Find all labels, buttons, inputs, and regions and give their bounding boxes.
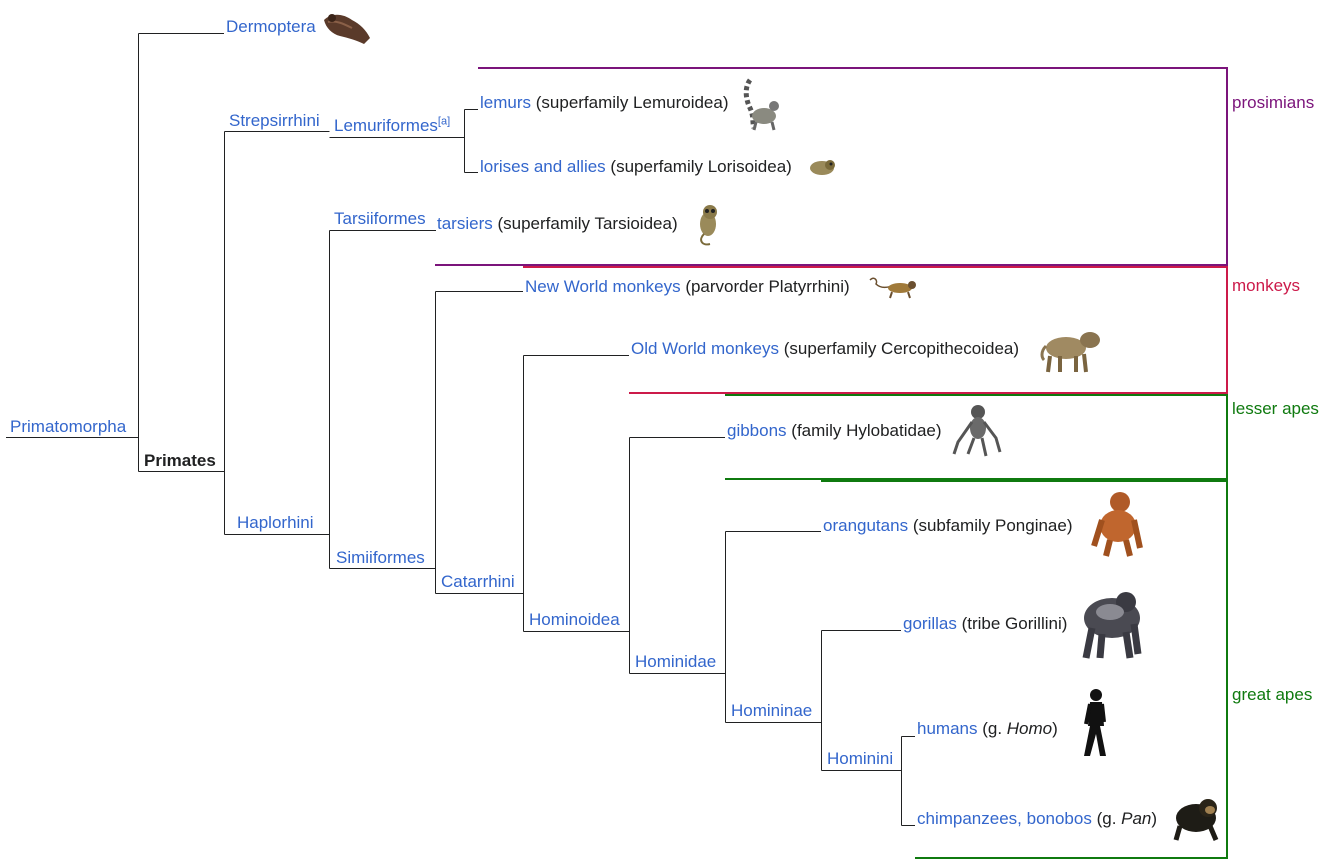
clade-hominoidea[interactable]: Hominoidea [529, 610, 620, 629]
clade-primatomorpha[interactable]: Primatomorpha [10, 417, 127, 436]
leaf-name[interactable]: lemurs [480, 93, 532, 112]
orangutan-icon [1091, 492, 1143, 557]
clade-haplorhini[interactable]: Haplorhini [237, 513, 314, 532]
human-silhouette-icon [1084, 689, 1106, 756]
leaf-gibbons: gibbons (family Hylobatidae) [727, 421, 942, 441]
leaf-rank: (family Hylobatidae) [791, 421, 942, 440]
leaf-lorises: lorises and allies (superfamily Lorisoid… [480, 157, 792, 177]
baboon-icon [1040, 332, 1100, 373]
leaf-name[interactable]: chimpanzees, bonobos [917, 809, 1092, 828]
leaf-rank: (parvorder Platyrrhini) [685, 277, 850, 296]
gibbon-icon [952, 405, 1002, 457]
loris-icon [810, 160, 835, 175]
leaf-name[interactable]: tarsiers [437, 214, 493, 233]
clade-lemuriformes-wrap: Lemuriformes[a] [334, 116, 450, 136]
chimpanzee-icon [1173, 799, 1219, 841]
gorilla-icon [1082, 592, 1142, 659]
leaf-genus: Pan [1121, 809, 1152, 828]
leaf-name[interactable]: humans [917, 719, 978, 738]
leaf-rank: (superfamily Cercopithecoidea) [783, 339, 1020, 358]
group-monkeys: monkeys [1232, 276, 1301, 295]
leaf-rank-pre: (g. [982, 719, 1007, 738]
clade-hominini[interactable]: Hominini [827, 749, 894, 768]
leaf-humans: humans (g. Homo) [917, 719, 1058, 739]
leaf-name[interactable]: gibbons [727, 421, 787, 440]
clade-tarsiiformes[interactable]: Tarsiiformes [334, 209, 426, 228]
clade-primates: Primates [144, 451, 216, 470]
group-great-apes: great apes [1232, 685, 1313, 704]
bracket-lesser-apes [725, 394, 1228, 480]
group-lesser-apes: lesser apes [1232, 399, 1319, 418]
leaf-rank: (superfamily Lorisoidea) [610, 157, 792, 176]
leaf-rank: (superfamily Tarsioidea) [497, 214, 678, 233]
clade-homininae[interactable]: Homininae [731, 701, 813, 720]
leaf-rank: (tribe Gorillini) [961, 614, 1068, 633]
bracket-monkeys [523, 266, 1228, 394]
leaf-name[interactable]: Old World monkeys [631, 339, 780, 358]
leaf-rank-post: ) [1151, 809, 1158, 828]
leaf-rank: (superfamily Lemuroidea) [535, 93, 729, 112]
leaf-genus: Homo [1006, 719, 1053, 738]
clade-catarrhini[interactable]: Catarrhini [441, 572, 515, 591]
clade-simiiformes[interactable]: Simiiformes [336, 548, 425, 567]
clade-lemuriformes[interactable]: Lemuriformes [334, 116, 438, 135]
clade-hominidae[interactable]: Hominidae [635, 652, 717, 671]
tarsier-icon [700, 205, 717, 246]
leaf-rank-post: ) [1052, 719, 1058, 738]
leaf-name[interactable]: lorises and allies [480, 157, 606, 176]
footnote-a-link[interactable]: [a] [437, 115, 451, 128]
clade-strepsirrhini[interactable]: Strepsirrhini [229, 111, 320, 130]
colugo-icon [324, 14, 370, 45]
leaf-chimpanzees: chimpanzees, bonobos (g. Pan) [917, 809, 1157, 829]
leaf-lemurs: lemurs (superfamily Lemuroidea) [480, 93, 729, 113]
bracket-great-apes [821, 480, 1228, 859]
leaf-name[interactable]: New World monkeys [525, 277, 681, 296]
leaf-orangutans: orangutans (subfamily Ponginae) [823, 516, 1073, 536]
new-world-monkey-icon [869, 277, 916, 299]
leaf-rank-pre: (g. [1096, 809, 1122, 828]
leaf-name[interactable]: orangutans [823, 516, 909, 535]
group-prosimians: prosimians [1232, 93, 1315, 112]
clade-dermoptera[interactable]: Dermoptera [226, 17, 316, 36]
leaf-old-world-monkeys: Old World monkeys (superfamily Cercopith… [631, 339, 1019, 359]
leaf-name[interactable]: gorillas [903, 614, 957, 633]
leaf-gorillas: gorillas (tribe Gorillini) [903, 614, 1067, 634]
lemur-icon [743, 78, 779, 131]
leaf-rank: (subfamily Ponginae) [912, 516, 1073, 535]
bracket-prosimians [435, 67, 1228, 266]
leaf-new-world-monkeys: New World monkeys (parvorder Platyrrhini… [525, 277, 850, 297]
leaf-tarsiers: tarsiers (superfamily Tarsioidea) [437, 214, 678, 234]
